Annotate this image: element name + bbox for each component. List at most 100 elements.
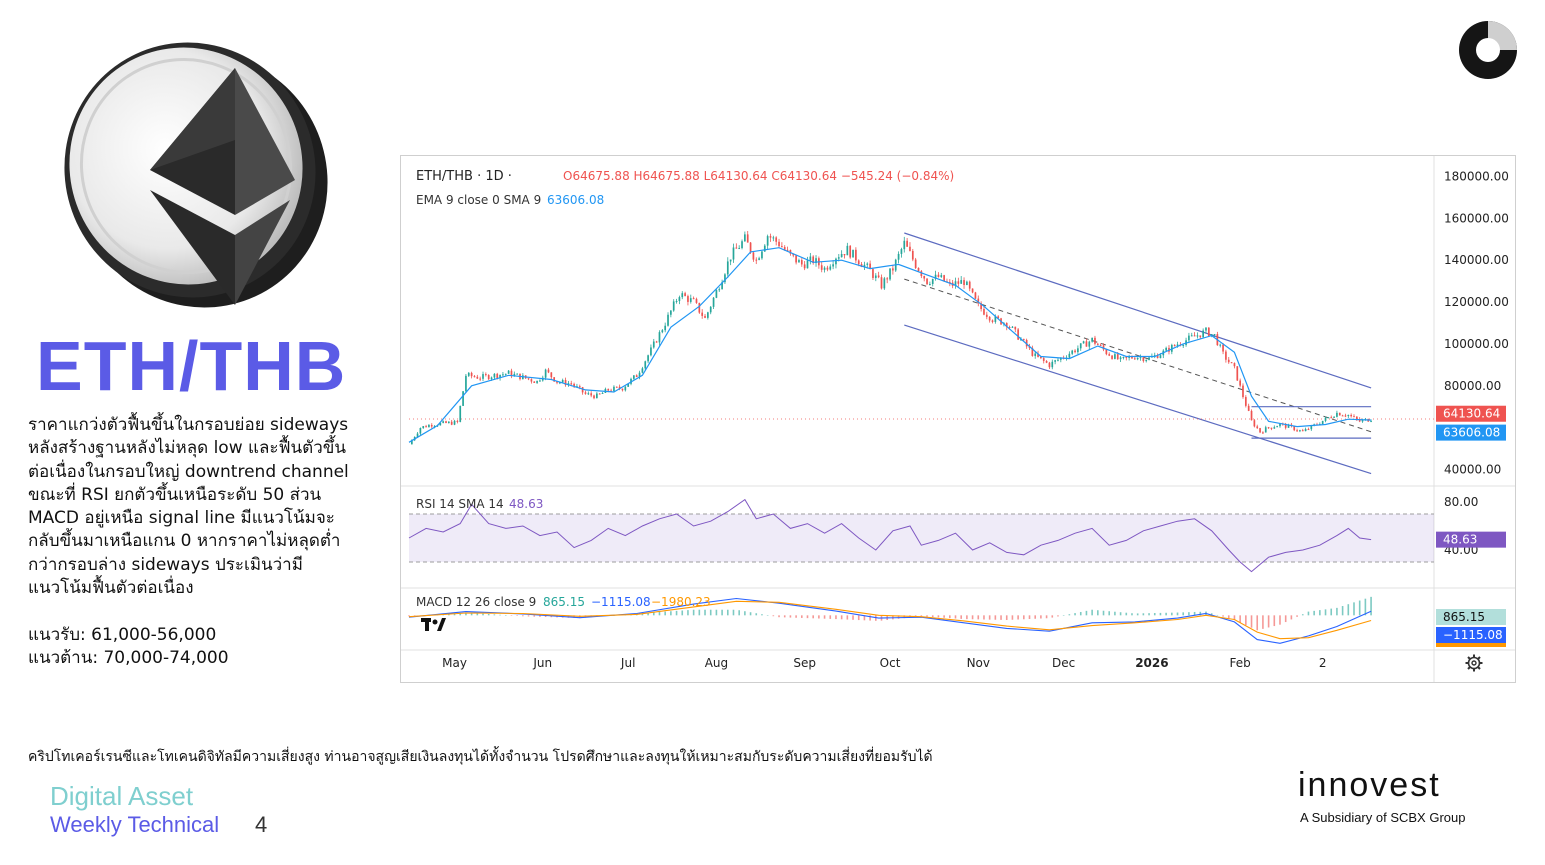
macd-histogram-bar (1216, 614, 1219, 616)
macd-histogram-bar (692, 609, 695, 616)
candle-body (1173, 344, 1176, 346)
candle-body (689, 298, 692, 302)
candle-body (806, 260, 809, 269)
rsi-value-tag-bg (1436, 531, 1506, 548)
rsi-tick-label: 80.00 (1444, 495, 1478, 509)
signal-line (408, 600, 1372, 640)
candle-body (803, 264, 806, 269)
candle-body (809, 256, 812, 261)
candle-body (766, 236, 769, 246)
candle-body (829, 266, 832, 270)
candle-body (1273, 427, 1276, 429)
candle-body (453, 420, 456, 425)
candle-body (994, 316, 997, 322)
analysis-line: กว่ากรอบล่าง sideways ประเมินว่ามี (28, 554, 303, 575)
analysis-line: ต่อเนื่องในกรอบใหญ่ downtrend channel (28, 461, 349, 482)
macd-histogram-bar (988, 615, 991, 620)
candle-body (1059, 357, 1062, 360)
candle-body (783, 247, 786, 250)
macd-histogram-bar (1114, 611, 1116, 616)
candle-body (837, 257, 840, 259)
macd-histogram-bar (1301, 614, 1304, 616)
candle-body (1074, 350, 1076, 353)
candle-body (1236, 366, 1239, 381)
candle-body (812, 256, 815, 264)
candle-body (675, 301, 678, 303)
candle-body (1296, 430, 1298, 432)
candle-body (544, 369, 547, 378)
time-tick-label: 2 (1319, 656, 1327, 670)
candle-body (926, 278, 928, 285)
candle-body (835, 258, 837, 265)
candle-body (607, 388, 610, 391)
macd-histogram-bar (721, 609, 723, 616)
candle-body (749, 242, 752, 253)
candle-body (430, 424, 433, 427)
candle-body (1088, 341, 1091, 347)
candle-body (931, 278, 934, 284)
macd-histogram-bar (1279, 615, 1281, 625)
candle-body (823, 267, 826, 270)
candle-body (798, 260, 800, 263)
macd-histogram-bar (476, 613, 479, 616)
rsi-value-tag: 48.63 (1443, 533, 1477, 547)
candle-body (721, 282, 723, 290)
macd-histogram-bar (715, 609, 718, 616)
candle-body (1333, 416, 1335, 418)
candle-body (1057, 359, 1059, 361)
macd-histogram-bar (1256, 615, 1259, 631)
support-level: แนวรับ: 61,000-56,000 (28, 625, 217, 645)
macd-histogram-bar (1142, 613, 1145, 616)
candle-body (872, 269, 874, 278)
macd-histogram-bar (897, 615, 900, 619)
candle-body (638, 372, 641, 378)
candle-body (1045, 360, 1048, 363)
chart-canvas[interactable]: 180000.00 160000.00 140000.00 120000.00 1000… (401, 156, 1515, 682)
candle-body (473, 376, 476, 378)
candle-body (1353, 416, 1355, 418)
macd-histogram-bar (1023, 615, 1025, 620)
candle-body (880, 277, 883, 289)
candle-body (726, 261, 729, 275)
macd-histogram-bar (789, 615, 792, 618)
macd-histogram-bar (413, 615, 416, 616)
macd-histogram-bar (670, 611, 672, 616)
gear-icon[interactable] (1465, 654, 1483, 672)
candle-body (738, 248, 741, 250)
time-tick-label: Jun (532, 656, 552, 670)
macd-histogram-bar (857, 615, 860, 621)
macd-histogram-bar (1119, 612, 1122, 616)
candle-body (1301, 430, 1304, 432)
macd-histogram-bar (1045, 615, 1048, 619)
macd-histogram-bar (641, 613, 644, 616)
candle-body (1330, 417, 1333, 419)
candle-body (1338, 412, 1341, 416)
macd-histogram-bar (1136, 613, 1139, 616)
macd-legend: MACD 12 26 close 9 (416, 595, 536, 609)
candle-body (1242, 385, 1244, 398)
candle-body (647, 355, 649, 362)
page-number: 4 (255, 812, 268, 837)
macd-histogram-bar (1017, 615, 1019, 620)
candle-body (940, 275, 943, 277)
candle-body (1202, 330, 1204, 338)
candle-body (718, 289, 721, 291)
candle-body (1114, 354, 1116, 359)
macd-histogram-bar (1341, 606, 1344, 616)
price-chart[interactable]: 180000.00 160000.00 140000.00 120000.00 1000… (400, 155, 1516, 683)
macd-histogram-bar (1324, 609, 1327, 616)
footer-category: Digital Asset (50, 781, 194, 811)
channel-lower-line (904, 324, 1372, 475)
signal-line-tag (1436, 643, 1506, 647)
candle-body (664, 325, 667, 331)
macd-histogram-bar (652, 612, 655, 616)
candle-body (815, 258, 817, 264)
candle-body (852, 249, 854, 258)
price-tick-label: 140000.00 (1444, 253, 1509, 267)
price-tick-label: 40000.00 (1444, 462, 1501, 476)
macd-line-tag: −1115.08 (1443, 628, 1503, 642)
candle-body (1153, 355, 1156, 357)
macd-histogram-bar (1108, 611, 1111, 616)
macd-histogram-bar (818, 615, 820, 619)
candle-body (635, 375, 638, 378)
